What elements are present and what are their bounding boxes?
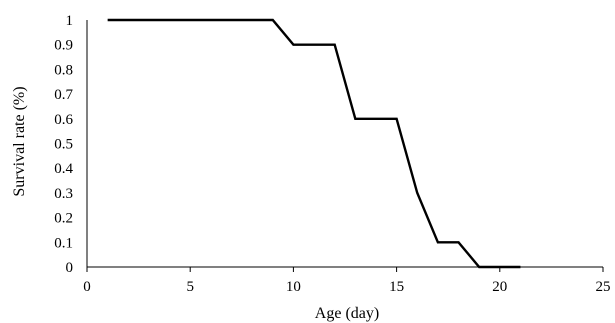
x-tick-label: 20 bbox=[492, 279, 507, 295]
axes bbox=[86, 20, 603, 268]
y-tick-label: 1 bbox=[66, 13, 74, 29]
y-tick-label: 0.9 bbox=[54, 38, 73, 54]
y-axis-ticks: 0 0.1 0.2 0.3 0.4 0.5 0.6 0.7 0.8 0.9 1 bbox=[54, 13, 73, 276]
y-axis-title: Survival rate (%) bbox=[11, 86, 28, 196]
y-tick-label: 0.5 bbox=[54, 137, 73, 153]
x-axis-ticks: 0 5 10 15 20 25 bbox=[83, 267, 611, 295]
survival-series-line bbox=[107, 18, 521, 269]
y-tick-label: 0.1 bbox=[54, 235, 73, 251]
y-tick-label: 0.8 bbox=[54, 62, 73, 78]
y-tick-label: 0 bbox=[66, 260, 74, 276]
series-layer bbox=[107, 18, 521, 269]
x-tick-label: 10 bbox=[286, 279, 301, 295]
y-tick-label: 0.4 bbox=[54, 161, 73, 177]
x-tick-label: 15 bbox=[389, 279, 404, 295]
x-tick-label: 0 bbox=[83, 279, 91, 295]
y-tick-label: 0.6 bbox=[54, 112, 73, 128]
x-tick-label: 5 bbox=[186, 279, 194, 295]
y-tick-label: 0.7 bbox=[54, 87, 73, 103]
y-tick-label: 0.3 bbox=[54, 186, 73, 202]
y-tick-label: 0.2 bbox=[54, 211, 73, 227]
x-tick-label: 25 bbox=[596, 279, 611, 295]
x-axis-title: Age (day) bbox=[315, 305, 379, 322]
